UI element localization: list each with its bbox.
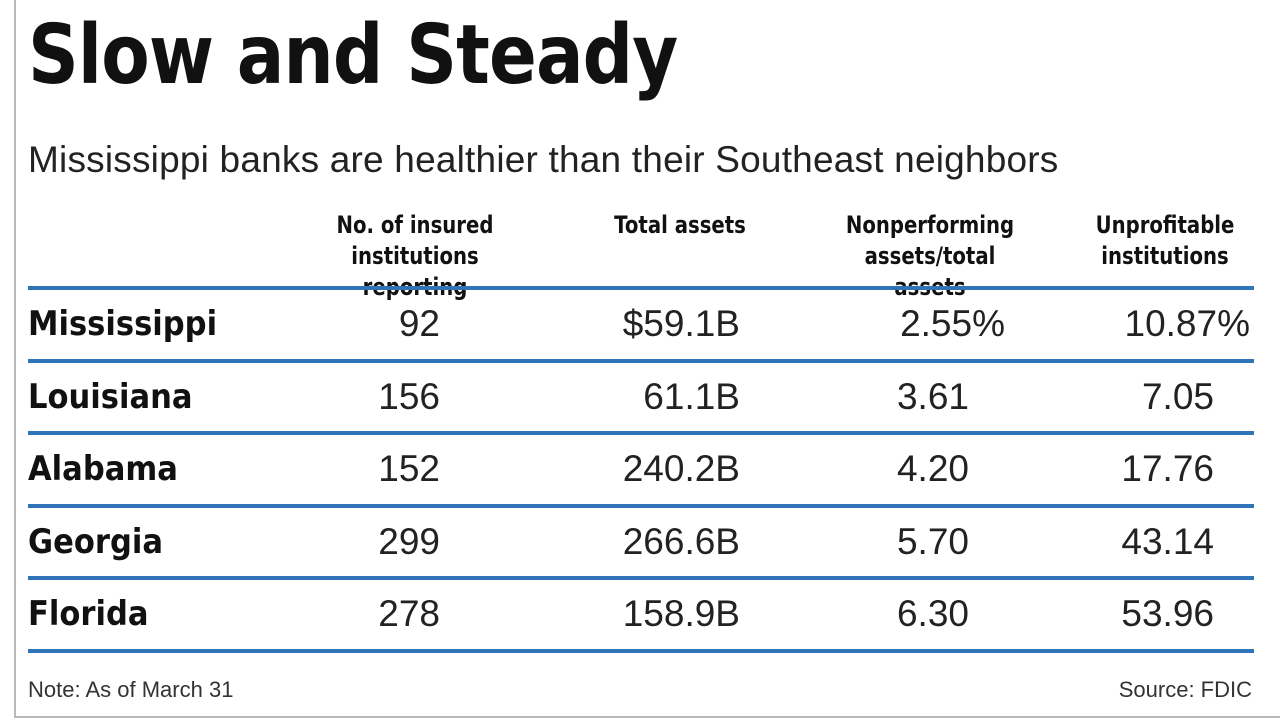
row-label-mississippi: Mississippi [28,304,218,344]
cell-institutions: 92 [398,303,440,344]
cell-unprofitable: 43.14 [1121,521,1214,562]
cell-unprofitable: 7.05 [1141,376,1214,417]
cell-total-assets: 266.6B [622,521,740,562]
row-label-louisiana: Louisiana [28,377,193,417]
cell-total-assets: 61.1B [643,376,740,417]
cell-unprofitable: 53.96 [1121,593,1214,634]
graphic-frame [14,0,1280,718]
cell-institutions: 156 [378,376,440,417]
cell-institutions: 299 [378,521,440,562]
column-header-unprofitable: Unprofitable institutions [1095,211,1235,270]
table-source: Source: FDIC [1118,677,1252,702]
cell-total-assets: $59.1B [622,303,740,344]
row-divider [28,649,1254,653]
table-note: Note: As of March 31 [28,677,234,702]
cell-nonperforming: 6.30 [896,593,969,634]
cell-total-assets: 240.2B [622,448,740,489]
cell-nonperforming: 5.70 [896,521,969,562]
row-label-florida: Florida [28,594,149,634]
cell-unprofitable: 10.87% [1124,303,1251,344]
cell-total-assets: 158.9B [622,593,740,634]
cell-unprofitable: 17.76 [1121,448,1214,489]
row-label-alabama: Alabama [28,449,178,489]
row-divider [28,359,1254,363]
row-divider [28,286,1254,290]
cell-institutions: 278 [378,593,440,634]
cell-nonperforming: 2.55% [900,303,1005,344]
chart-title: Slow and Steady [28,8,678,103]
row-divider [28,576,1254,580]
cell-nonperforming: 3.61 [896,376,969,417]
chart-subtitle: Mississippi banks are healthier than the… [28,139,1059,180]
cell-institutions: 152 [378,448,440,489]
row-divider [28,431,1254,435]
cell-nonperforming: 4.20 [896,448,969,489]
column-header-total-assets: Total assets [614,211,746,239]
row-label-georgia: Georgia [28,522,164,562]
row-divider [28,504,1254,508]
